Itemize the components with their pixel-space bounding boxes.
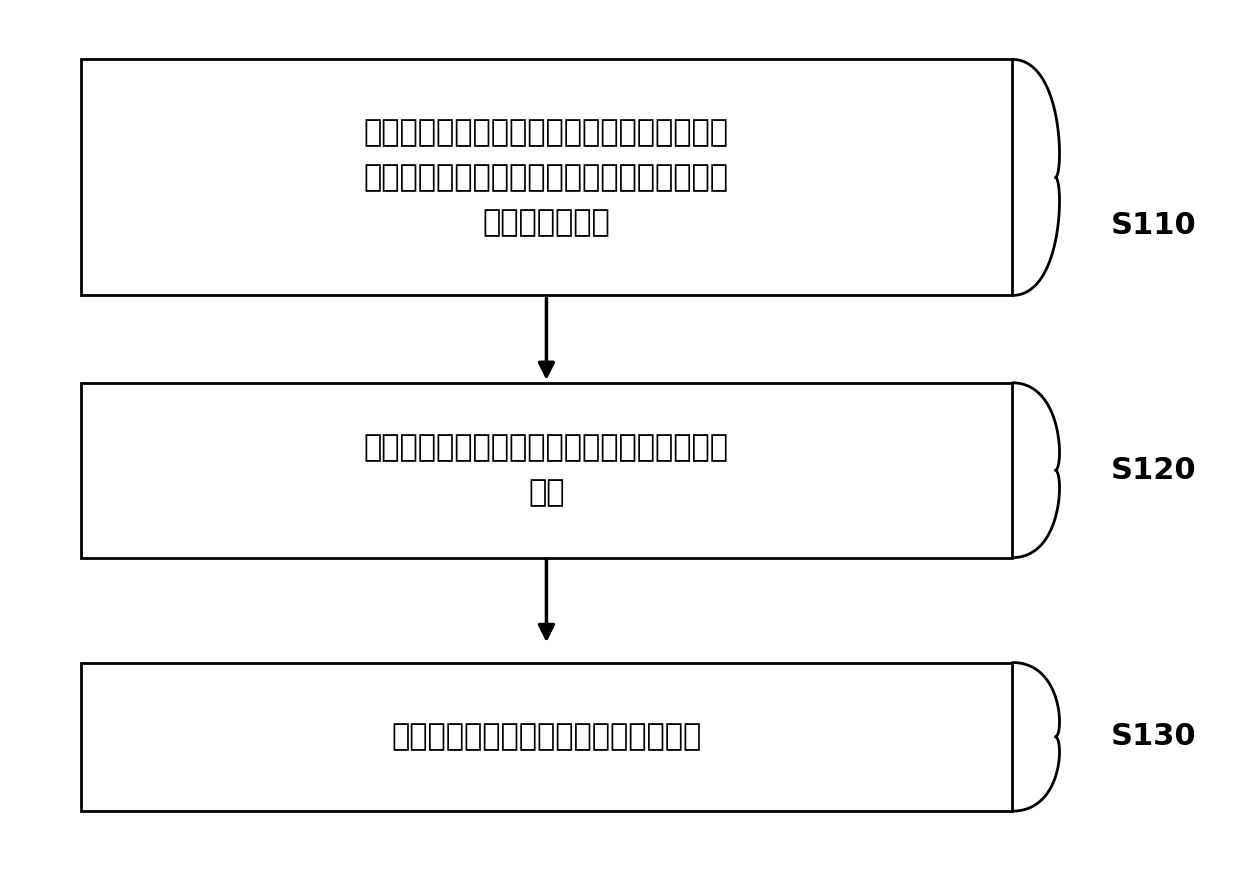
Bar bbox=[81, 383, 1012, 558]
Text: 基于棋牌场景信息并结合棋牌规则库进行出牌
决策: 基于棋牌场景信息并结合棋牌规则库进行出牌 决策 bbox=[363, 433, 729, 507]
Bar bbox=[81, 59, 1012, 296]
Text: S130: S130 bbox=[1111, 722, 1197, 751]
Text: 获取机器人棋牌以及参与棋牌游戏的用户出示
的棋牌对应的图像信息，并进行图像识别以获
取当前棋牌场景: 获取机器人棋牌以及参与棋牌游戏的用户出示 的棋牌对应的图像信息，并进行图像识别以… bbox=[363, 118, 729, 237]
Text: S120: S120 bbox=[1111, 456, 1197, 485]
Text: S110: S110 bbox=[1111, 211, 1197, 240]
Bar bbox=[81, 662, 1012, 811]
Text: 执行出牌决策并输出对应的多模态表达: 执行出牌决策并输出对应的多模态表达 bbox=[392, 722, 702, 751]
